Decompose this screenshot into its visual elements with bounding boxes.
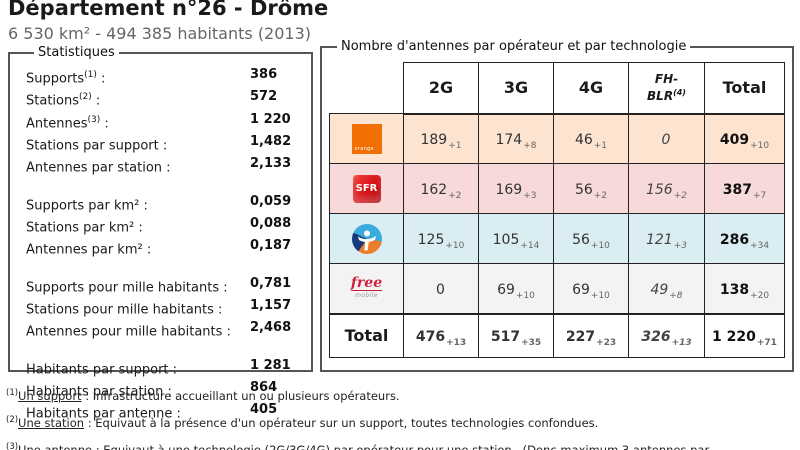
stat-value: 405 — [250, 402, 278, 418]
antennas-table: 2G 3G 4G FH- BLR(4) Total orange 189+1 17… — [329, 62, 785, 358]
stat-value: 0,781 — [250, 275, 292, 291]
stat-value: 386 — [250, 67, 278, 82]
cell-bouygues-fhblr: 121+3 — [628, 213, 705, 264]
header-total: Total — [704, 62, 785, 115]
header-4g: 4G — [553, 62, 629, 115]
cell-total-2g: 476+13 — [403, 312, 479, 358]
stat-label: Habitants par support — [26, 361, 169, 377]
header-2g: 2G — [403, 62, 479, 115]
stat-label: Stations pour mille habitants — [26, 302, 214, 318]
cell-bouygues-total: 286+34 — [704, 213, 785, 264]
footnote-antenne: (3)Une antenne : Equivaut à une technolo… — [6, 442, 710, 450]
stat-row: Supports par km² :0,059 — [26, 193, 292, 213]
cell-bouygues-4g: 56+10 — [553, 213, 629, 264]
cell-total-fhblr: 326+13 — [628, 312, 705, 358]
stat-value: 572 — [250, 89, 278, 105]
free-mobile-logo: free mobile — [350, 274, 383, 299]
stat-value: 1 220 — [250, 111, 291, 127]
table-row-free: free mobile 0 69+10 69+10 49+8 138+20 — [329, 263, 785, 314]
cell-free-2g: 0 — [403, 263, 479, 314]
cell-bouygues-2g: 125+10 — [403, 213, 479, 264]
cell-free-fhblr: 49+8 — [628, 263, 705, 314]
stat-value: 2,133 — [250, 156, 292, 172]
stat-label: Stations par km² — [26, 220, 135, 236]
stats-group-inhabitants: Habitants par support :1 281 Habitants p… — [26, 357, 305, 424]
stat-row: Stations par support :1,482 — [26, 133, 292, 154]
stat-row: Habitants par station :864 — [26, 379, 278, 400]
table-row-total: Total 476+13 517+35 227+23 326+13 1 220+… — [329, 312, 785, 358]
bouygues-telecom-logo — [351, 223, 382, 254]
cell-orange-3g: 174+8 — [478, 113, 554, 164]
stat-value: 1 281 — [250, 357, 291, 373]
stat-label: Supports par km² — [26, 197, 140, 213]
stat-row: Supports(1) :386 — [26, 67, 278, 87]
cell-free-total: 138+20 — [704, 263, 785, 314]
stat-row: Habitants par support :1 281 — [26, 357, 291, 377]
cell-sfr-3g: 169+3 — [478, 163, 554, 214]
sfr-logo: SFR — [352, 174, 381, 203]
header-3g: 3G — [478, 62, 554, 115]
stat-value: 1,157 — [250, 297, 292, 313]
stat-label: Antennes par km² — [26, 242, 143, 258]
page-subtitle: 6 530 km² - 494 385 habitants (2013) — [8, 24, 312, 43]
cell-sfr-fhblr: 156+2 — [628, 163, 705, 214]
stat-row: Stations(2) :572 — [26, 89, 278, 109]
stat-row: Stations par km² :0,088 — [26, 215, 292, 236]
cell-sfr-2g: 162+2 — [403, 163, 479, 214]
total-row-label: Total — [344, 326, 389, 346]
orange-logo: orange — [351, 123, 382, 154]
antennas-panel: Nombre d'antennes par opérateur et par t… — [320, 39, 794, 372]
stat-value: 0,088 — [250, 215, 292, 231]
cell-total-total: 1 220+71 — [704, 312, 785, 358]
stat-label: Supports — [26, 71, 85, 87]
header-empty-cell — [330, 63, 404, 114]
stat-label: Antennes pour mille habitants — [26, 324, 223, 340]
stat-label: Stations par support — [26, 138, 159, 154]
stat-label: Antennes par station — [26, 160, 163, 176]
header-fh-blr: FH- BLR(4) — [628, 62, 705, 115]
table-row-orange: orange 189+1 174+8 46+1 0 409+10 — [329, 113, 785, 164]
stat-value: 864 — [250, 379, 278, 395]
stat-row: Antennes pour mille habitants :2,468 — [26, 320, 292, 340]
stat-value: 0,059 — [250, 193, 292, 209]
stat-label: Supports pour mille habitants — [26, 279, 220, 295]
statistics-legend: Statistiques — [38, 45, 115, 60]
antennas-legend: Nombre d'antennes par opérateur et par t… — [341, 39, 687, 54]
cell-total-3g: 517+35 — [478, 312, 554, 358]
cell-total-4g: 227+23 — [553, 312, 629, 358]
stats-group-counts: Supports(1) :386 Stations(2) :572 Antenn… — [26, 66, 305, 178]
stat-row: Antennes(3) :1 220 — [26, 111, 291, 131]
stat-label: Antennes — [26, 115, 88, 131]
cell-bouygues-3g: 105+14 — [478, 213, 554, 264]
stat-value: 1,482 — [250, 133, 292, 149]
statistics-panel: Statistiques Supports(1) :386 Stations(2… — [8, 45, 313, 422]
stat-row: Antennes par station :2,133 — [26, 156, 292, 176]
stats-group-per-km2: Supports par km² :0,059 Stations par km²… — [26, 193, 305, 260]
stat-value: 2,468 — [250, 320, 292, 336]
cell-orange-2g: 189+1 — [403, 113, 479, 164]
stat-value: 0,187 — [250, 238, 292, 254]
stat-label: Habitants par station — [26, 384, 164, 400]
table-header-row: 2G 3G 4G FH- BLR(4) Total — [330, 62, 785, 115]
footnote-station: (2)Une station : Equivaut à la présence … — [6, 415, 599, 430]
stats-group-per-capita: Supports pour mille habitants :0,781 Sta… — [26, 275, 305, 342]
cell-sfr-4g: 56+2 — [553, 163, 629, 214]
cell-orange-4g: 46+1 — [553, 113, 629, 164]
table-row-sfr: SFR 162+2 169+3 56+2 156+2 387+7 — [329, 163, 785, 214]
stat-row: Supports pour mille habitants :0,781 — [26, 275, 292, 295]
cell-orange-fhblr: 0 — [628, 113, 705, 164]
page-title: Département n°26 - Drôme — [8, 0, 329, 20]
cell-sfr-total: 387+7 — [704, 163, 785, 214]
stat-label: Habitants par antenne — [26, 406, 173, 422]
stat-row: Habitants par antenne :405 — [26, 402, 278, 422]
cell-free-3g: 69+10 — [478, 263, 554, 314]
cell-free-4g: 69+10 — [553, 263, 629, 314]
stat-label: Stations — [26, 93, 79, 109]
cell-orange-total: 409+10 — [704, 113, 785, 164]
stat-row: Antennes par km² :0,187 — [26, 238, 292, 258]
stat-row: Stations pour mille habitants :1,157 — [26, 297, 292, 318]
table-row-bouygues: 125+10 105+14 56+10 121+3 286+34 — [329, 213, 785, 264]
footnote-support: (1)Un support : Infrastructure accueilla… — [6, 388, 400, 403]
